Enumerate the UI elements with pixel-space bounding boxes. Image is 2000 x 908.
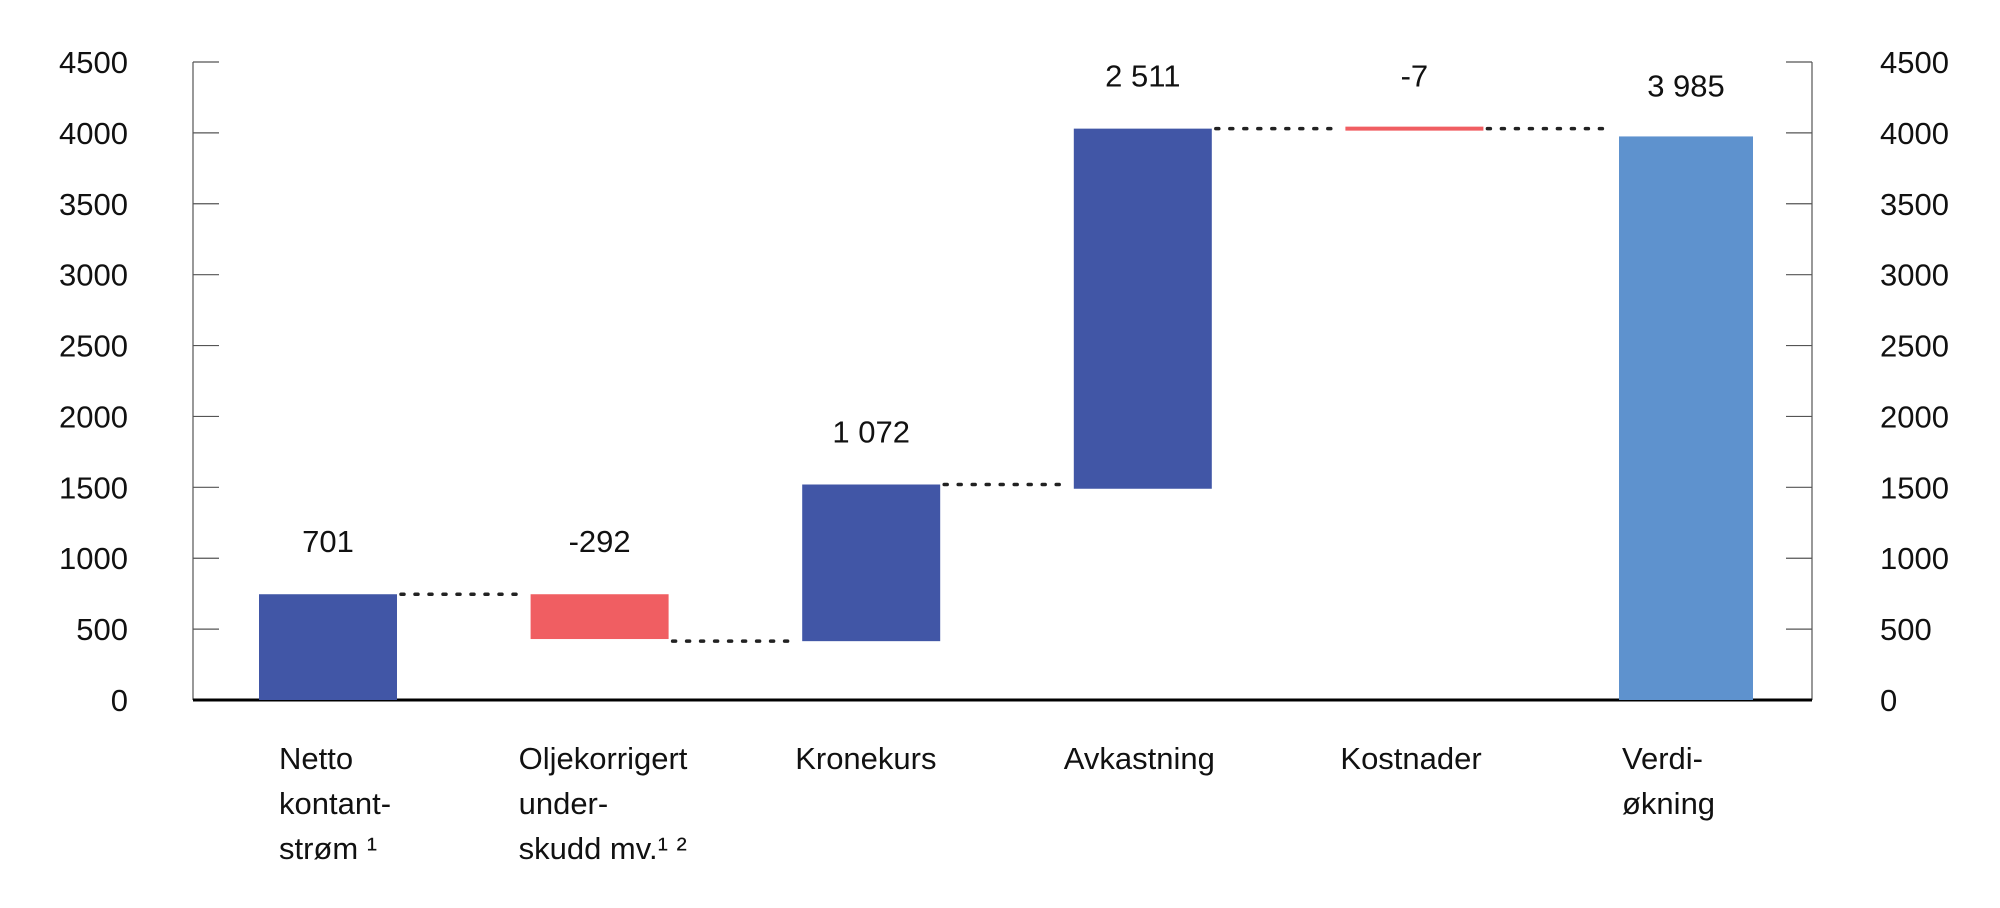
y-tick-label-right: 4000 bbox=[1880, 116, 1949, 151]
category-label-line: Kostnader bbox=[1340, 741, 1481, 776]
y-tick-label-right: 3000 bbox=[1880, 258, 1949, 293]
bar-decrease bbox=[530, 594, 669, 640]
connectors bbox=[399, 126, 1615, 643]
category-label: Verdi-økning bbox=[1622, 741, 1715, 821]
y-tick-label-left: 500 bbox=[76, 612, 128, 647]
category-label-line: skudd mv.¹ ² bbox=[519, 831, 687, 866]
bar-increase bbox=[1073, 128, 1212, 489]
category-label-line: strøm ¹ bbox=[279, 831, 377, 866]
category-label-line: under- bbox=[519, 786, 609, 821]
category-label-line: økning bbox=[1622, 786, 1715, 821]
bars bbox=[259, 126, 1753, 700]
labels: 701 -292 1 072 2 511 -7 3 985 Netto kontant-str… bbox=[279, 59, 1725, 866]
y-tick-label-left: 2500 bbox=[59, 329, 128, 364]
y-tick-label-right: 1000 bbox=[1880, 541, 1949, 576]
y-tick-label-left: 3500 bbox=[59, 187, 128, 222]
y-tick-label-right: 500 bbox=[1880, 612, 1932, 647]
category-label: Kostnader bbox=[1340, 741, 1481, 776]
y-tick-label-right: 2000 bbox=[1880, 399, 1949, 434]
y-tick-label-right: 2500 bbox=[1880, 329, 1949, 364]
data-label: 3 985 bbox=[1647, 68, 1725, 103]
bar-increase bbox=[802, 484, 941, 642]
data-label: 2 511 bbox=[1105, 59, 1180, 94]
data-label: 1 072 bbox=[832, 414, 910, 449]
y-tick-label-right: 4500 bbox=[1880, 45, 1949, 80]
bar-total bbox=[1619, 136, 1753, 700]
category-label: Kronekurs bbox=[795, 741, 936, 776]
data-label: 701 bbox=[302, 524, 354, 559]
y-tick-label-right: 1500 bbox=[1880, 470, 1949, 505]
y-tick-label-left: 3000 bbox=[59, 258, 128, 293]
y-tick-label-left: 2000 bbox=[59, 399, 128, 434]
category-label: Oljekorrigert under-skudd mv.¹ ² bbox=[519, 741, 688, 866]
category-label-line: kontant- bbox=[279, 786, 391, 821]
category-label: Avkastning bbox=[1064, 741, 1215, 776]
data-label: -292 bbox=[569, 524, 631, 559]
y-tick-label-left: 1000 bbox=[59, 541, 128, 576]
category-label-line: Verdi- bbox=[1622, 741, 1703, 776]
data-label: -7 bbox=[1401, 59, 1429, 94]
axes: 0 0 500 500 1000 1000 1500 1500 2000 2000 2500 2500… bbox=[59, 45, 1949, 718]
category-label: Netto kontant-strøm ¹ bbox=[279, 741, 391, 866]
y-tick-label-left: 0 bbox=[111, 683, 128, 718]
y-tick-label-right: 0 bbox=[1880, 683, 1897, 718]
bar-decrease bbox=[1345, 126, 1484, 131]
y-tick-label-left: 4500 bbox=[59, 45, 128, 80]
category-label-line: Netto bbox=[279, 741, 353, 776]
category-label-line: Oljekorrigert bbox=[519, 741, 688, 776]
y-tick-label-right: 3500 bbox=[1880, 187, 1949, 222]
y-tick-label-left: 1500 bbox=[59, 470, 128, 505]
category-label-line: Avkastning bbox=[1064, 741, 1215, 776]
bar-increase bbox=[259, 594, 397, 700]
y-tick-label-left: 4000 bbox=[59, 116, 128, 151]
category-label-line: Kronekurs bbox=[795, 741, 936, 776]
